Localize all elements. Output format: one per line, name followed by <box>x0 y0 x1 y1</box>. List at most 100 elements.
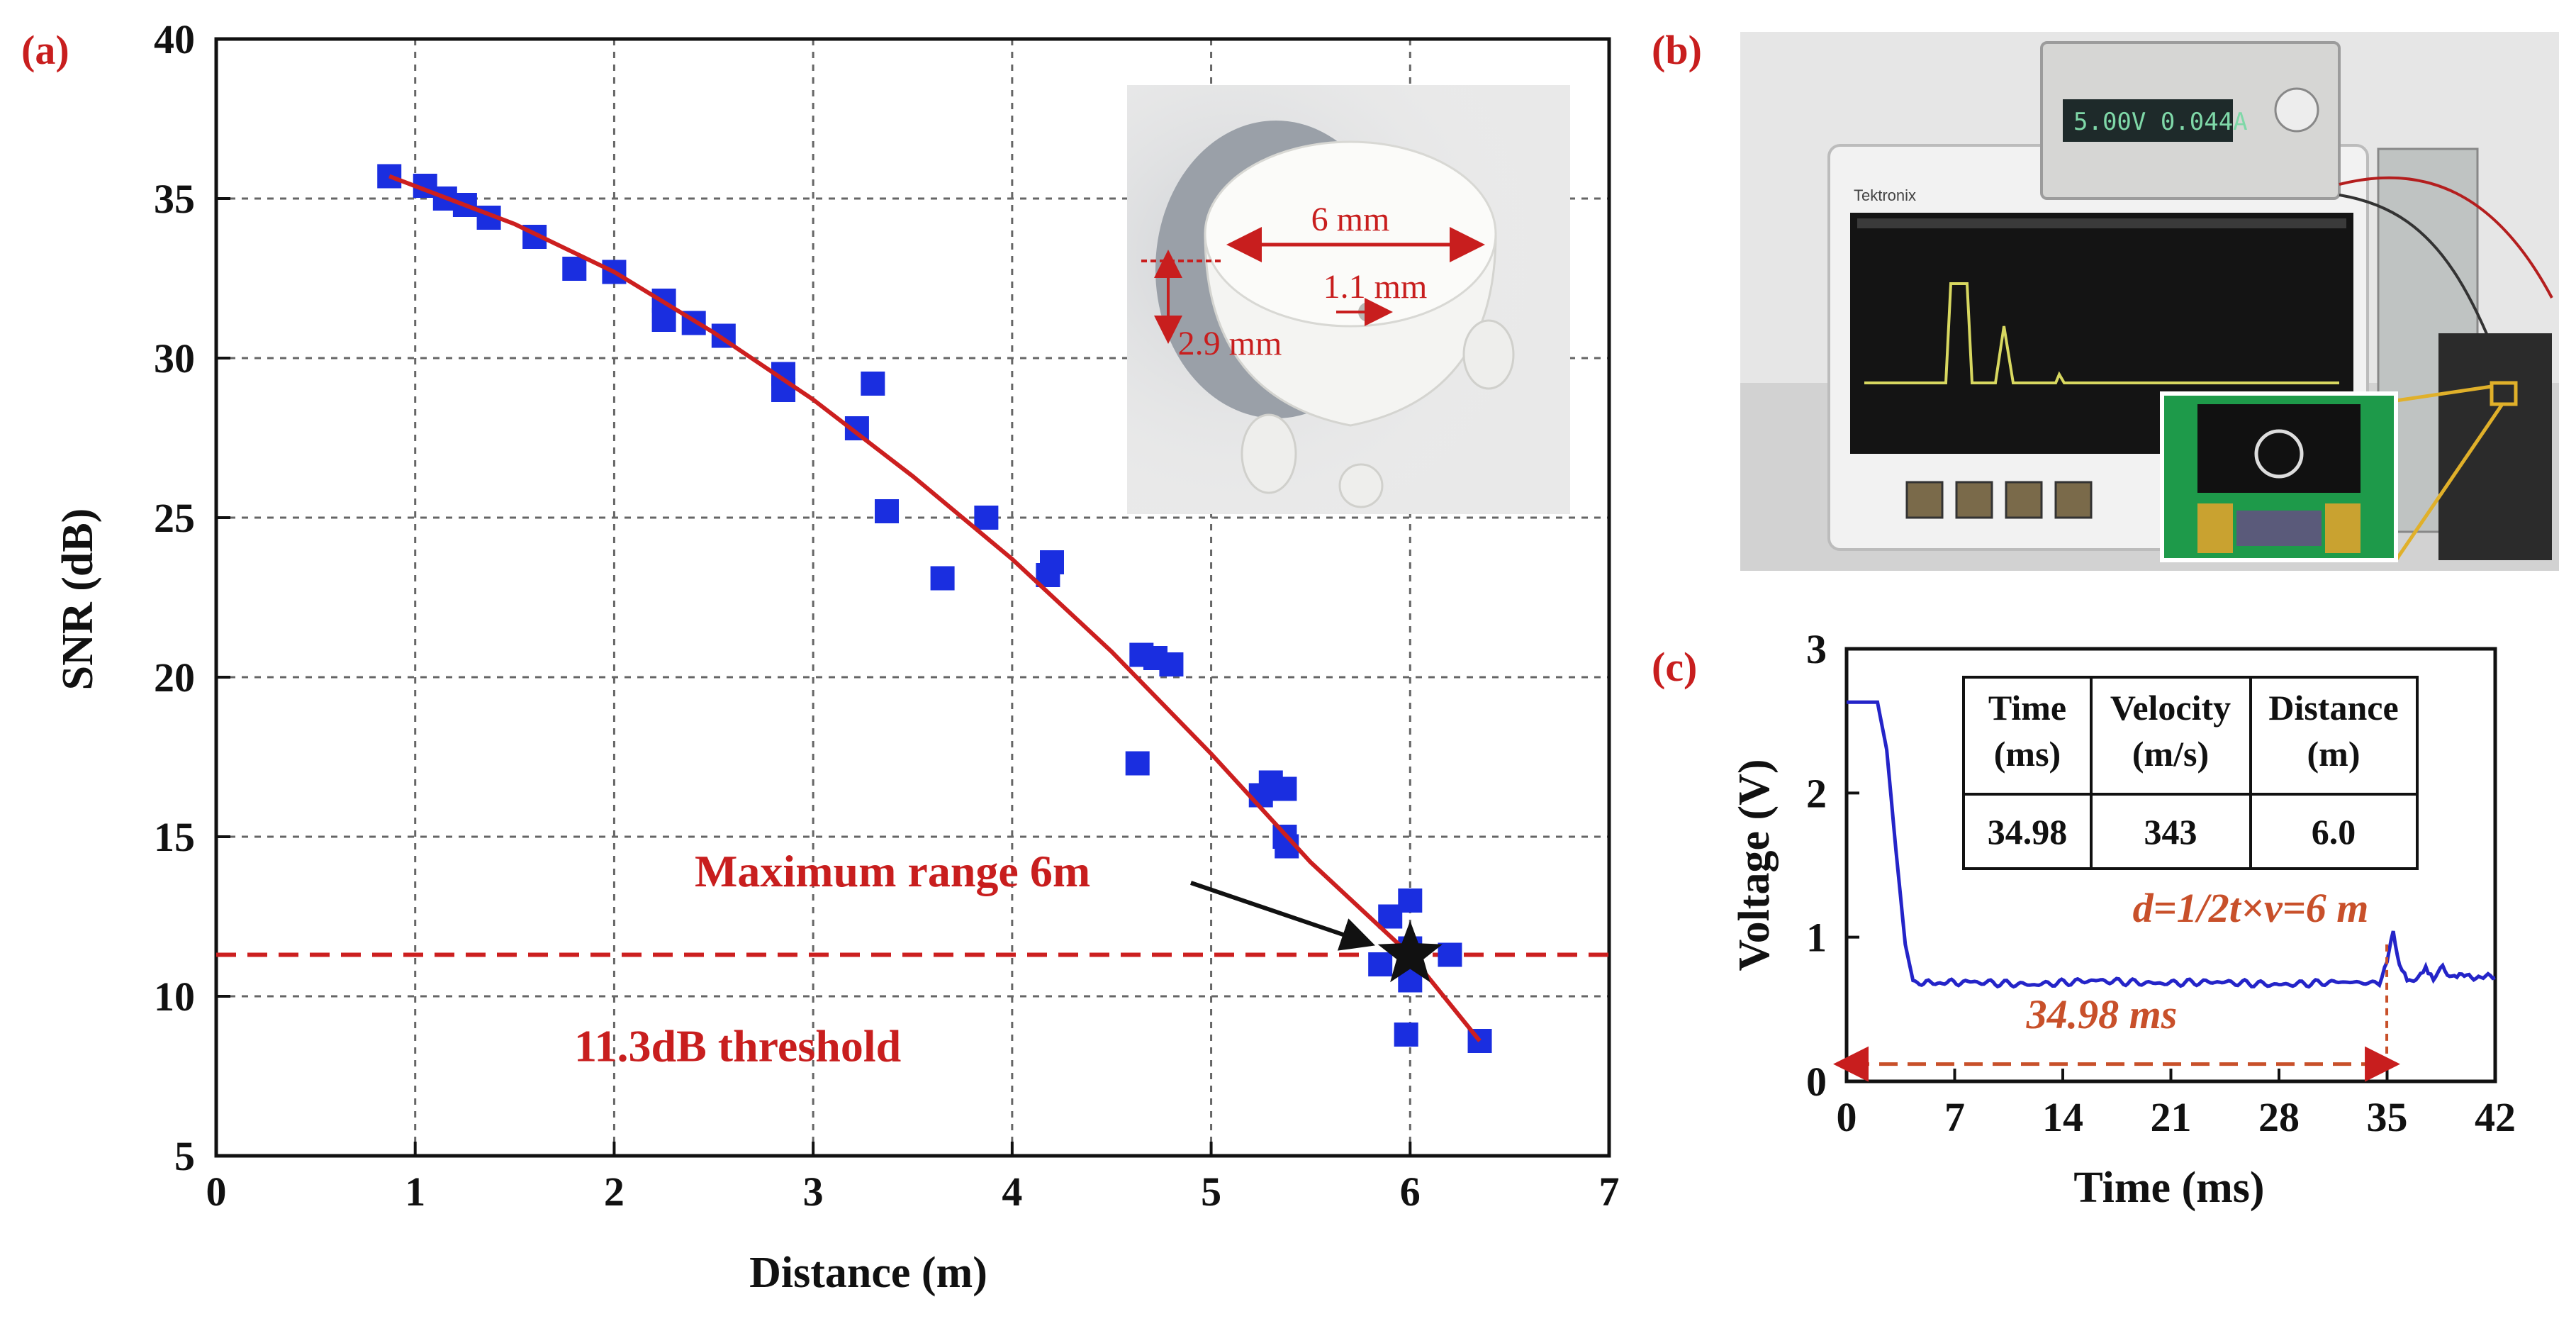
ticks-a: 0 1 2 3 4 5 6 7 5 10 15 20 25 30 35 40 <box>154 16 1620 1215</box>
max-range-star <box>1377 920 1443 983</box>
x-tick-label-6: 6 <box>1400 1169 1421 1215</box>
panel-label-a: (a) <box>21 27 69 73</box>
sensor-pad-left <box>2197 503 2233 553</box>
data-c <box>1833 700 2496 1082</box>
c-x-tick-label-7: 7 <box>1944 1094 1965 1140</box>
photo-b-setup: Tektronix 5.00V 0.044A <box>1740 32 2559 571</box>
data-point-16 <box>875 499 900 523</box>
table-header-velocity: Velocity <box>2110 688 2231 728</box>
sensor-highlight <box>2490 381 2518 406</box>
data-point-36 <box>1438 942 1462 967</box>
data-point-6 <box>562 257 587 281</box>
chart-c-voltage-vs-time: 0 7 14 21 28 35 42 0 1 2 3 Time (ms) Voltage (V) T… <box>1730 626 2516 1212</box>
c-y-tick-label-0: 0 <box>1806 1059 1827 1105</box>
results-table: Time (ms) Velocity (m/s) Distance (m) 34… <box>1962 676 2419 870</box>
table-value-distance: 6.0 <box>2312 812 2356 852</box>
plot-frame-a <box>214 37 1611 1158</box>
oscilloscope-toolbar <box>1857 218 2346 228</box>
y-tick-label-40: 40 <box>154 16 195 62</box>
x-axis-title-a: Distance (m) <box>749 1249 987 1297</box>
photo-a-foot-right <box>1462 319 1515 390</box>
y-tick-label-15: 15 <box>154 814 195 860</box>
panel-label-b: (b) <box>1652 27 1702 73</box>
x-tick-label-0: 0 <box>206 1169 227 1215</box>
photo-inset-transducer: 6 mm 1.1 mm 2.9 mm <box>1127 85 1570 514</box>
data-point-35 <box>1394 1023 1418 1047</box>
wire-red <box>2339 176 2553 299</box>
data-point-17 <box>930 566 955 591</box>
table-header-velocity-unit: (m/s) <box>2132 734 2209 774</box>
panel-label-c: (c) <box>1652 644 1697 690</box>
data-point-32 <box>1398 888 1423 913</box>
sensor-wire-bond <box>2236 511 2322 546</box>
table-value-time: 34.98 <box>1988 812 2068 852</box>
x-tick-label-5: 5 <box>1201 1169 1221 1215</box>
c-y-tick-label-2: 2 <box>1806 770 1827 816</box>
y-axis-title-a: SNR (dB) <box>54 508 102 691</box>
data-point-21 <box>1125 751 1150 776</box>
x-tick-label-3: 3 <box>803 1169 824 1215</box>
data-point-20 <box>1040 550 1064 574</box>
data-a <box>216 164 1609 1053</box>
c-x-tick-label-42: 42 <box>2475 1094 2516 1140</box>
y-tick-label-35: 35 <box>154 176 195 222</box>
y-tick-label-20: 20 <box>154 654 195 701</box>
photo-a-foot-bottom <box>1338 463 1384 508</box>
data-point-24 <box>1159 652 1184 676</box>
dim-label-height: 2.9 mm <box>1178 325 1282 362</box>
data-point-18 <box>974 506 999 530</box>
sensor-chip <box>2197 404 2361 493</box>
sensor-pad-right <box>2325 503 2361 553</box>
power-supply-readout: 5.00V 0.044A <box>2073 108 2248 136</box>
c-y-tick-label-1: 1 <box>1806 915 1827 961</box>
table-header-distance: Distance <box>2268 688 2398 728</box>
c-x-tick-label-14: 14 <box>2042 1094 2083 1140</box>
data-point-9 <box>651 308 676 332</box>
oscilloscope-channel-buttons <box>1905 481 2093 519</box>
table-header-time: Time <box>1988 688 2066 728</box>
c-x-tick-label-28: 28 <box>2258 1094 2300 1140</box>
photo-a-foot-left <box>1241 413 1297 494</box>
zoom-line-bottom <box>2394 403 2504 562</box>
table-header-time-unit: (ms) <box>1994 734 2061 774</box>
x-axis-title-c: Time (ms) <box>2073 1164 2264 1212</box>
data-point-27 <box>1272 776 1297 801</box>
dim-label-hole: 1.1 mm <box>1323 268 1428 306</box>
c-x-tick-label-35: 35 <box>2367 1094 2408 1140</box>
threshold-label: 11.3dB threshold <box>574 1021 901 1071</box>
x-tick-label-4: 4 <box>1002 1169 1022 1215</box>
distance-formula: d=1/2t×v=6 m <box>2133 885 2369 931</box>
data-point-15 <box>861 372 885 396</box>
c-y-tick-label-3: 3 <box>1806 626 1827 672</box>
power-supply-knob <box>2274 87 2319 133</box>
echo-signal-trace <box>1847 700 2496 989</box>
y-tick-label-5: 5 <box>174 1133 195 1179</box>
data-point-30 <box>1368 952 1393 976</box>
x-tick-label-7: 7 <box>1599 1169 1620 1215</box>
fit-curve <box>388 174 1482 1042</box>
max-range-label: Maximum range 6m <box>695 846 1090 896</box>
table-frame <box>1962 676 2419 870</box>
chart-a-snr-vs-distance: 0 1 2 3 4 5 6 7 5 10 15 20 25 30 35 40 Distance (m) SNR… <box>54 16 1620 1297</box>
table-value-velocity: 343 <box>2144 812 2197 852</box>
zoom-line-top <box>2395 384 2492 403</box>
dim-label-width: 6 mm <box>1311 201 1390 238</box>
c-x-tick-label-0: 0 <box>1837 1094 1857 1140</box>
max-range-arrow <box>1190 881 1375 951</box>
c-x-tick-label-21: 21 <box>2151 1094 2192 1140</box>
interval-label: 34.98 ms <box>2026 991 2178 1037</box>
y-axis-title-c: Voltage (V) <box>1730 759 1779 971</box>
scope-brand: Tektronix <box>1854 186 1916 204</box>
y-tick-label-30: 30 <box>154 335 195 381</box>
power-supply-display <box>2063 99 2233 142</box>
ticks-c: 0 7 14 21 28 35 42 0 1 2 3 <box>1806 626 2516 1140</box>
table-header-distance-unit: (m) <box>2307 734 2361 774</box>
sensor-membrane <box>2254 429 2304 479</box>
x-tick-label-2: 2 <box>604 1169 625 1215</box>
sensor-mount <box>2438 333 2552 560</box>
y-tick-label-10: 10 <box>154 974 195 1020</box>
oscilloscope-trace <box>1864 282 2339 384</box>
x-tick-label-1: 1 <box>405 1169 425 1215</box>
y-tick-label-25: 25 <box>154 495 195 541</box>
